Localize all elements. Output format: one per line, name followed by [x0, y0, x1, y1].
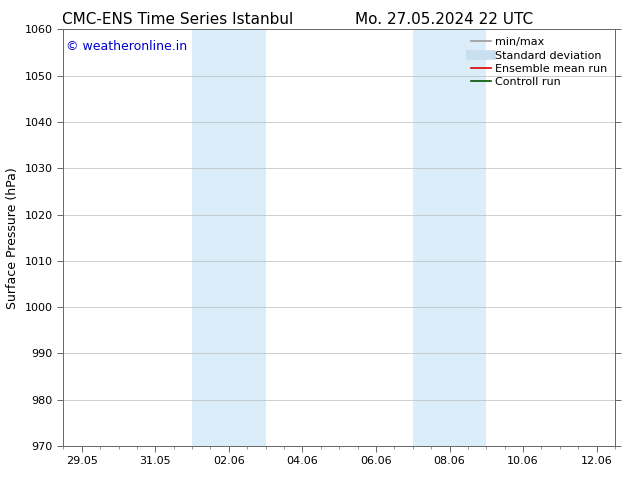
Bar — [413, 29, 486, 446]
Text: Mo. 27.05.2024 22 UTC: Mo. 27.05.2024 22 UTC — [355, 12, 533, 27]
Text: © weatheronline.in: © weatheronline.in — [66, 40, 187, 53]
Legend: min/max, Standard deviation, Ensemble mean run, Controll run: min/max, Standard deviation, Ensemble me… — [469, 35, 609, 89]
Text: CMC-ENS Time Series Istanbul: CMC-ENS Time Series Istanbul — [62, 12, 293, 27]
Bar — [192, 29, 266, 446]
Y-axis label: Surface Pressure (hPa): Surface Pressure (hPa) — [6, 167, 19, 309]
